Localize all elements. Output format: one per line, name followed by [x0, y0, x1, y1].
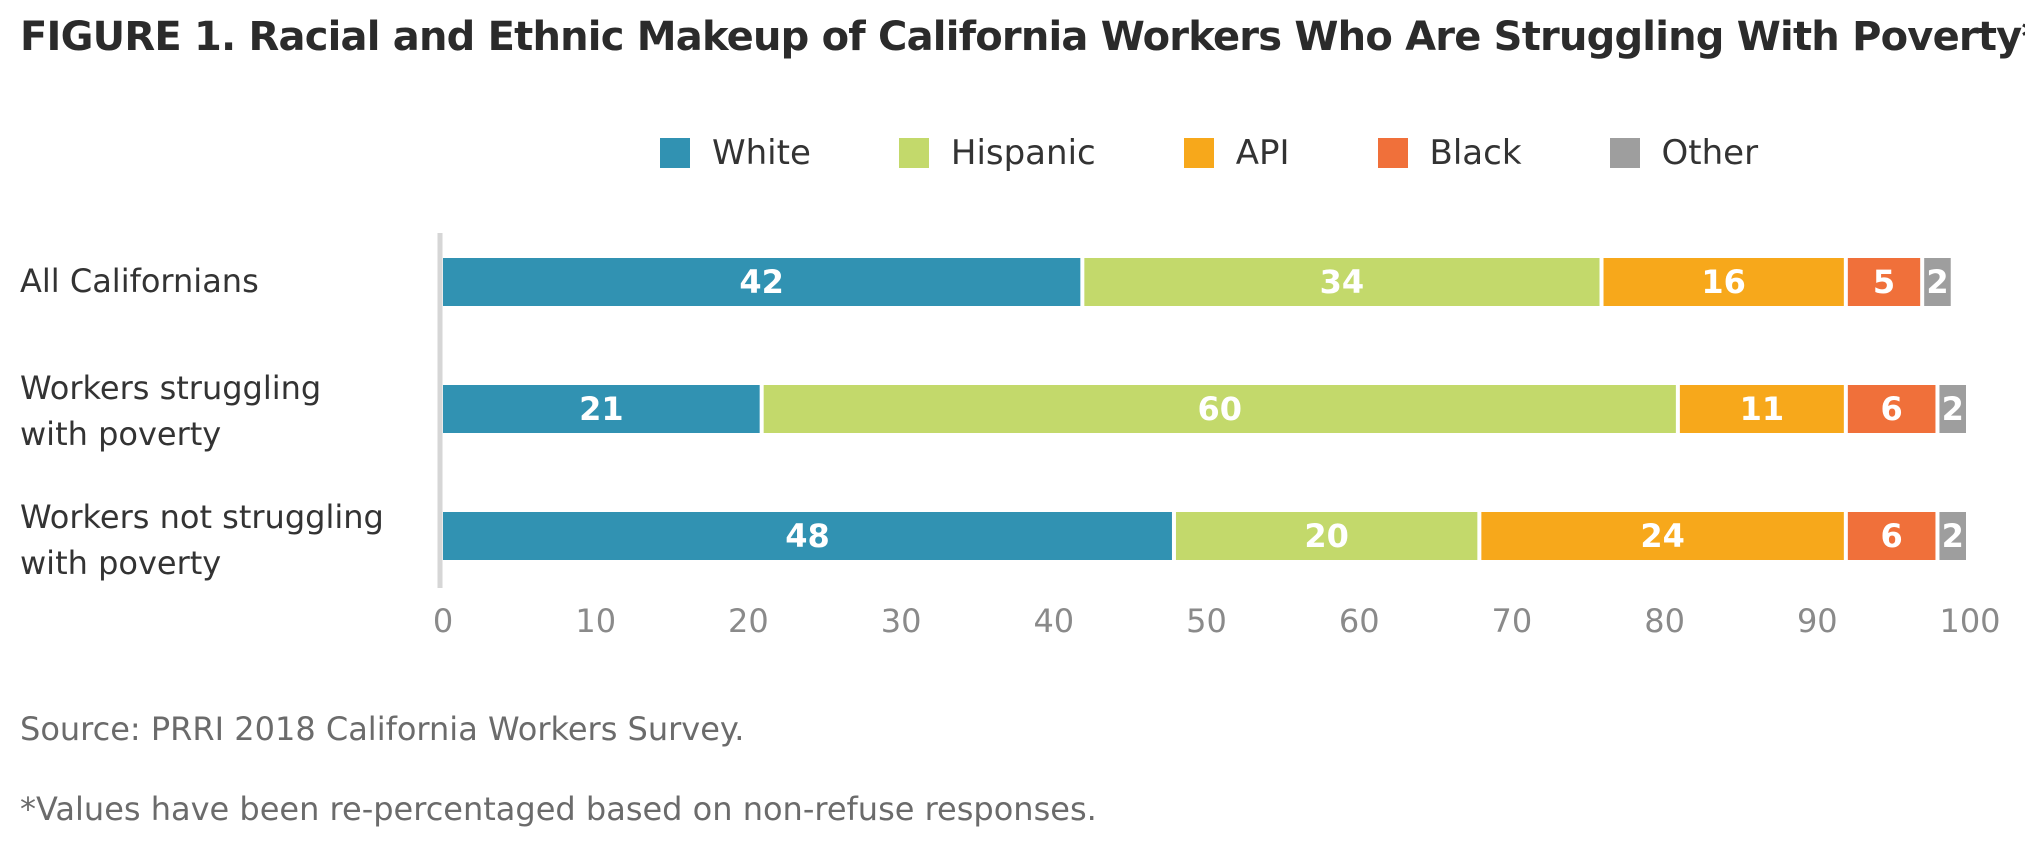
- data-label: 48: [785, 517, 830, 555]
- x-tick-label: 90: [1797, 602, 1838, 640]
- legend-swatch: [660, 138, 690, 168]
- legend-item-black: Black: [1377, 133, 1522, 173]
- bar-api: [1679, 385, 1844, 433]
- bar-black: [1847, 385, 1936, 433]
- bar-white: [443, 258, 1081, 306]
- data-label: 6: [1881, 390, 1903, 428]
- data-label: 2: [1942, 517, 1964, 555]
- data-label: 11: [1740, 390, 1785, 428]
- legend-label: White: [712, 133, 811, 173]
- x-tick-label: 0: [433, 602, 453, 640]
- x-tick-label: 80: [1644, 602, 1685, 640]
- x-tick-label: 50: [1186, 602, 1227, 640]
- legend-item-hispanic: Hispanic: [898, 133, 1096, 173]
- row-label-line: Workers struggling: [20, 369, 322, 407]
- x-tick-label: 60: [1339, 602, 1380, 640]
- legend-label: Black: [1429, 133, 1522, 173]
- bar-black: [1847, 258, 1921, 306]
- x-tick-label: 10: [575, 602, 616, 640]
- data-label: 34: [1320, 263, 1365, 301]
- row-label-workers-not-struggling: Workers not struggling with poverty: [20, 494, 384, 586]
- legend-swatch: [898, 138, 929, 168]
- data-label: 60: [1198, 390, 1243, 428]
- row-label-line: All Californians: [20, 262, 259, 300]
- x-tick-label: 20: [728, 602, 769, 640]
- bar-white: [443, 512, 1172, 560]
- legend: White Hispanic API Black Other: [660, 128, 1758, 178]
- bar-hispanic: [1175, 512, 1478, 560]
- data-label: 2: [1926, 263, 1948, 301]
- x-tick-label: 40: [1033, 602, 1074, 640]
- legend-swatch: [1609, 138, 1640, 168]
- footnote: *Values have been re-percentaged based o…: [20, 790, 1097, 828]
- x-tick-label: 70: [1492, 602, 1533, 640]
- row-label-line: with poverty: [20, 415, 222, 453]
- bar-api: [1481, 512, 1844, 560]
- source-note: Source: PRRI 2018 California Workers Sur…: [20, 710, 745, 748]
- row-label-line: Workers not struggling: [20, 498, 384, 536]
- legend-item-api: API: [1183, 133, 1290, 173]
- data-label: 6: [1881, 517, 1903, 555]
- legend-label: Other: [1661, 133, 1759, 173]
- legend-item-other: Other: [1609, 133, 1759, 173]
- bar-black: [1847, 512, 1936, 560]
- data-label: 2: [1942, 390, 1964, 428]
- row-label-workers-struggling: Workers struggling with poverty: [20, 365, 321, 457]
- x-tick-label: 30: [881, 602, 922, 640]
- bar-api: [1603, 258, 1844, 306]
- data-label: 5: [1873, 263, 1895, 301]
- bar-other: [1924, 258, 1951, 306]
- legend-label: API: [1235, 133, 1290, 173]
- data-label: 24: [1640, 517, 1685, 555]
- legend-label: Hispanic: [950, 133, 1096, 173]
- legend-item-white: White: [660, 133, 811, 173]
- row-label-line: with poverty: [20, 544, 222, 582]
- x-tick-label: 100: [1939, 602, 2000, 640]
- bar-hispanic: [763, 385, 1676, 433]
- row-label-all-californians: All Californians: [20, 258, 259, 304]
- data-label: 21: [579, 390, 624, 428]
- bar-white: [443, 385, 760, 433]
- data-label: 16: [1701, 263, 1746, 301]
- data-label: 20: [1304, 517, 1349, 555]
- data-label: 42: [739, 263, 784, 301]
- chart-title: FIGURE 1. Racial and Ethnic Makeup of Ca…: [20, 14, 2025, 60]
- legend-swatch: [1183, 138, 1214, 168]
- bar-other: [1939, 512, 1966, 560]
- legend-swatch: [1377, 138, 1408, 168]
- bar-other: [1939, 385, 1966, 433]
- bar-hispanic: [1084, 258, 1600, 306]
